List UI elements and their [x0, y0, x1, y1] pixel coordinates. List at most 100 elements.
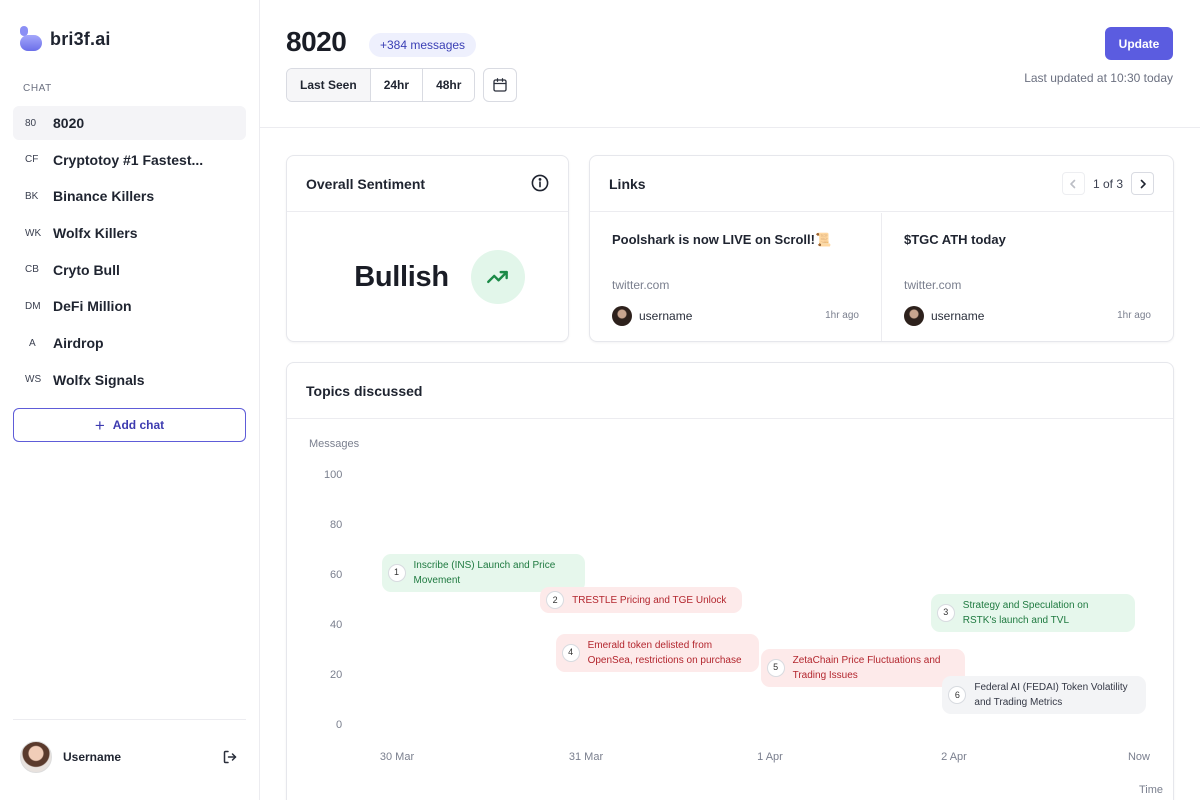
prev-page-button[interactable] — [1061, 172, 1085, 195]
add-chat-label: Add chat — [112, 418, 165, 432]
link-time: 1hr ago — [1117, 310, 1151, 321]
chat-name: 8020 — [53, 115, 85, 131]
topic-rank: 4 — [561, 643, 580, 662]
link-title: $TGC ATH today — [904, 232, 1006, 247]
sentiment-card-title: Overall Sentiment — [306, 175, 426, 192]
brand-name: bri3f.ai — [50, 28, 111, 49]
chat-abbr: WS — [25, 374, 42, 386]
chat-item-cryptotoy[interactable]: CF Cryptotoy #1 Fastest... — [13, 143, 246, 177]
trending-up-icon — [486, 270, 508, 284]
topic-point-2[interactable]: 2 TRESTLE Pricing and TGE Unlock — [540, 587, 743, 613]
sidebar-footer: Username — [13, 719, 246, 799]
calendar-icon — [493, 78, 507, 92]
topic-rank: 5 — [766, 658, 785, 677]
last-updated-text: Last updated at 10:30 today — [1024, 71, 1173, 85]
links-card-header: Links — [590, 156, 1173, 212]
y-tick-label: 80 — [330, 519, 343, 531]
filter-24hr[interactable]: 24hr — [370, 69, 424, 101]
y-axis-label: Messages — [309, 438, 360, 450]
page-indicator: 1 of 3 — [1092, 176, 1123, 191]
filter-48hr[interactable]: 48hr — [423, 69, 475, 101]
brand[interactable]: bri3f.ai — [20, 26, 111, 52]
chat-name: Airdrop — [53, 335, 104, 352]
y-tick-label: 0 — [336, 719, 343, 731]
chat-abbr: BK — [25, 190, 39, 202]
chat-item-wolfx-killers[interactable]: WK Wolfx Killers — [13, 216, 246, 250]
topic-point-6[interactable]: 6 Federal AI (FEDAI) Token Volatility and… — [942, 676, 1147, 714]
new-messages-badge: +384 messages — [369, 33, 477, 57]
avatar[interactable] — [20, 741, 52, 773]
links-card: Links 1 of 3 Poolshark is now LIVE on Sc… — [589, 155, 1174, 342]
y-tick-label: 60 — [330, 569, 343, 581]
link-username: username — [931, 309, 985, 323]
chat-item-binance-killers[interactable]: BK Binance Killers — [13, 179, 246, 213]
links-pager: 1 of 3 — [1061, 172, 1154, 195]
link-user-avatar — [904, 306, 924, 326]
chat-list: 80 8020 CF Cryptotoy #1 Fastest... BK Bi… — [13, 106, 246, 400]
time-filter: Last Seen 24hr 48hr — [286, 68, 476, 102]
chat-item-wolfx-signals[interactable]: WS Wolfx Signals — [13, 363, 246, 397]
plus-icon: + — [94, 415, 105, 435]
chat-abbr: CF — [25, 154, 39, 166]
filter-last-seen[interactable]: Last Seen — [287, 69, 371, 101]
topic-point-1[interactable]: 1 Inscribe (INS) Launch and Price Movemen… — [381, 553, 585, 592]
calendar-button[interactable] — [483, 68, 517, 102]
topic-label: ZetaChain Price Fluctuations and Trading… — [792, 654, 941, 681]
link-item[interactable]: $TGC ATH today twitter.com username 1hr … — [881, 213, 1173, 341]
add-chat-button[interactable]: + Add chat — [13, 408, 246, 442]
topic-rank: 1 — [387, 563, 406, 582]
trend-badge — [470, 250, 525, 304]
brand-logo-icon — [20, 26, 42, 52]
topics-card: Topics discussed Messages Time 0 20 40 60 80… — [286, 362, 1174, 800]
y-tick-label: 40 — [330, 619, 343, 631]
chat-abbr: DM — [25, 300, 41, 312]
chat-item-airdrop[interactable]: A Airdrop — [13, 326, 246, 360]
page-header: 8020 +384 messages Last Seen 24hr 48hr U… — [260, 0, 1200, 128]
topic-label: TRESTLE Pricing and TGE Unlock — [572, 594, 727, 606]
link-item[interactable]: Poolshark is now LIVE on Scroll!📜 twitte… — [590, 213, 881, 341]
next-page-button[interactable] — [1131, 172, 1154, 195]
chat-section-label: CHAT — [23, 83, 52, 94]
link-user-avatar — [612, 306, 632, 326]
sentiment-card: Overall Sentiment Bullish — [286, 155, 569, 342]
x-tick-label: 1 Apr — [757, 751, 783, 763]
chat-abbr: CB — [25, 264, 39, 276]
link-time: 1hr ago — [825, 310, 859, 321]
chat-item-defi-million[interactable]: DM DeFi Million — [13, 289, 246, 323]
chat-name: DeFi Million — [53, 298, 132, 315]
topic-rank: 2 — [546, 591, 565, 609]
topic-label: Federal AI (FEDAI) Token Volatility and … — [974, 682, 1128, 708]
link-domain: twitter.com — [612, 278, 670, 292]
link-domain: twitter.com — [904, 278, 962, 292]
topic-label: Inscribe (INS) Launch and Price Movement — [413, 559, 556, 586]
chevron-left-icon — [1070, 179, 1076, 188]
chevron-right-icon — [1140, 179, 1146, 188]
chat-item-cryto-bull[interactable]: CB Cryto Bull — [13, 253, 246, 287]
topic-label: Emerald token delisted from OpenSea, res… — [587, 639, 742, 666]
update-button[interactable]: Update — [1105, 27, 1173, 60]
y-tick-label: 20 — [330, 669, 343, 681]
topic-point-5[interactable]: 5 ZetaChain Price Fluctuations and Tradin… — [760, 648, 965, 687]
chat-name: Binance Killers — [53, 188, 155, 205]
sentiment-body: Bullish — [287, 213, 568, 341]
chat-name: Wolfx Killers — [53, 225, 138, 242]
info-icon[interactable] — [531, 174, 549, 192]
logout-icon[interactable] — [222, 749, 238, 765]
topics-card-title: Topics discussed — [306, 382, 423, 399]
chat-abbr: WK — [25, 227, 42, 239]
chat-item-8020[interactable]: 80 8020 — [13, 106, 246, 140]
x-axis-label: Time — [1138, 784, 1163, 796]
footer-username: Username — [63, 750, 122, 764]
y-tick-label: 100 — [324, 469, 343, 481]
x-tick-label: 31 Mar — [568, 751, 604, 763]
chat-name: Cryptotoy #1 Fastest... — [53, 151, 204, 168]
x-tick-label: 2 Apr — [941, 751, 967, 763]
chat-abbr: A — [29, 337, 36, 349]
chat-name: Cryto Bull — [53, 261, 120, 278]
chat-abbr: 80 — [25, 117, 37, 129]
sidebar: bri3f.ai CHAT 80 8020 CF Cryptotoy #1 Fa… — [0, 0, 260, 800]
topic-point-3[interactable]: 3 Strategy and Speculation on RSTK's laun… — [930, 593, 1135, 632]
topics-chart: Messages Time 0 20 40 60 80 100 30 Mar 31 Mar 1 … — [287, 420, 1173, 800]
topic-point-4[interactable]: 4 Emerald token delisted from OpenSea, re… — [555, 633, 759, 672]
link-username: username — [639, 309, 693, 323]
